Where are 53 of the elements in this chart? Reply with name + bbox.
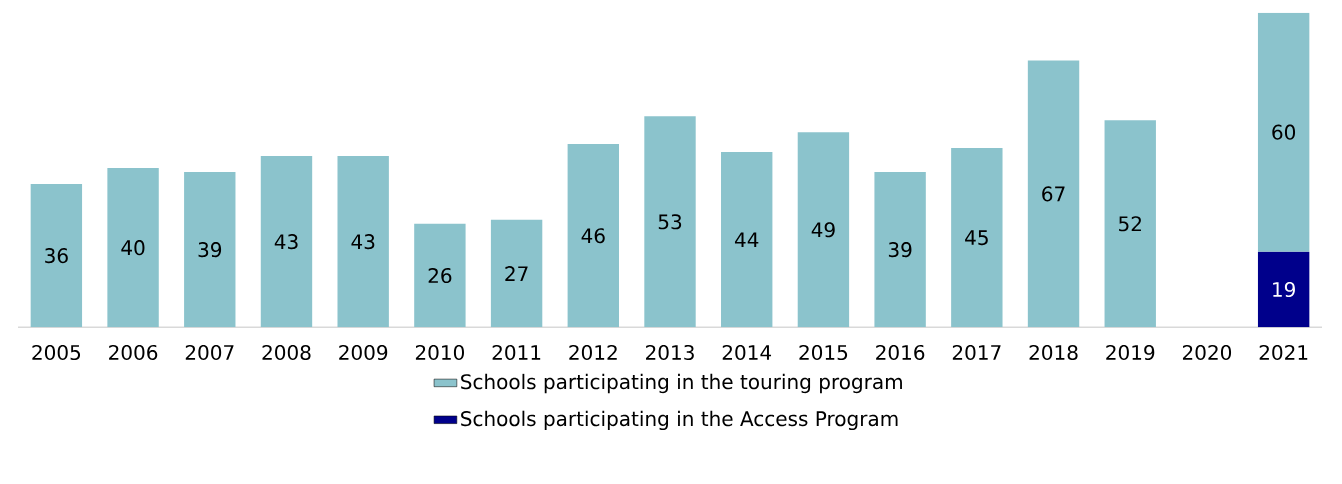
data-label: 46 [581,228,605,244]
bar [260,156,313,328]
bar [721,152,773,328]
x-tick-label: 2019 [1106,344,1155,361]
bar [567,144,619,328]
data-label: 27 [505,266,528,281]
data-label: 49 [811,222,835,238]
legend-label: Schools participating in the touring program [461,373,902,394]
data-label: 60 [1272,124,1296,140]
x-tick-label: 2010 [415,344,464,361]
data-label: 45 [965,230,988,246]
bar [184,171,236,328]
bar [1027,60,1080,328]
bar [874,171,926,328]
bar [1104,120,1156,328]
data-label: 52 [1119,216,1141,232]
x-tick-label: 2013 [646,344,694,361]
data-label: 39 [888,242,912,258]
data-label: 19 [1273,281,1295,298]
bar [644,116,696,328]
bar [414,223,466,328]
bar [337,156,389,328]
data-label: 43 [274,234,298,250]
data-label: 26 [428,267,452,284]
x-tick-label: 2017 [952,344,1001,361]
x-tick-label: 2020 [1182,344,1232,361]
bar [107,168,159,328]
bar [797,132,850,328]
x-tick-label: 2006 [109,344,158,361]
x-tick-label: 2007 [185,344,234,361]
data-label: 53 [658,214,682,230]
x-tick-label: 2005 [32,344,81,361]
data-label: 40 [121,240,145,256]
x-tick-label: 2011 [492,344,541,361]
x-tick-label: 2018 [1029,344,1078,361]
x-tick-label: 2008 [262,344,311,361]
x-tick-label: 2009 [339,344,388,361]
data-label: 43 [351,234,375,250]
bar [1257,251,1310,328]
x-tick-label: 2021 [1259,344,1308,361]
bar [490,219,543,328]
data-label: 44 [734,232,759,247]
bar [951,148,1003,328]
data-label: 67 [1042,186,1065,202]
legend-label: Schools participating in the Access Program [461,410,898,431]
x-tick-label: 2015 [799,344,848,361]
x-tick-label: 2014 [722,344,772,361]
bar [30,183,83,328]
x-tick-label: 2016 [876,344,925,361]
data-label: 36 [45,248,68,264]
data-label: 39 [198,242,222,258]
bar [1257,12,1310,252]
x-tick-label: 2012 [569,344,617,361]
